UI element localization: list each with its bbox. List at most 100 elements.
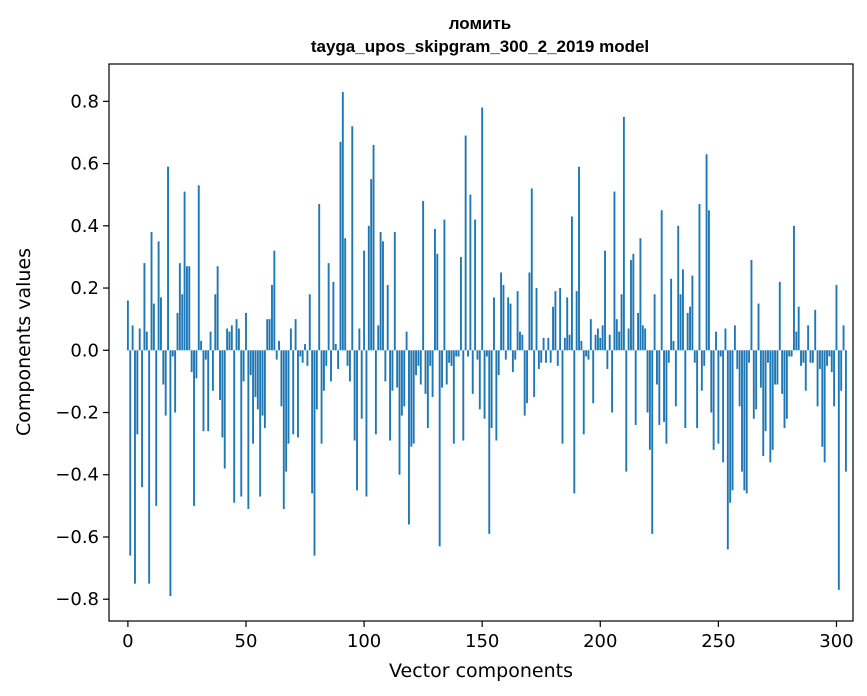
bar-234 (679, 294, 682, 351)
bar-244 (703, 350, 706, 366)
bar-7 (143, 263, 146, 351)
bar-85 (327, 263, 330, 351)
bar-98 (358, 328, 361, 351)
bar-261 (743, 350, 746, 491)
bar-50 (245, 312, 247, 351)
x-tick-label: 0 (122, 631, 133, 652)
bar-243 (700, 350, 703, 391)
bar-4 (136, 350, 139, 435)
bar-238 (689, 306, 691, 351)
bar-160 (504, 350, 507, 360)
bar-276 (778, 281, 781, 351)
bar-260 (741, 350, 743, 472)
bar-167 (521, 334, 524, 351)
x-tick-label: 50 (235, 631, 258, 652)
bar-189 (573, 350, 576, 494)
bar-107 (379, 232, 382, 351)
bar-47 (237, 328, 240, 351)
bar-102 (367, 225, 370, 351)
bar-142 (462, 350, 465, 441)
bar-295 (823, 350, 826, 463)
bar-78 (311, 350, 314, 494)
y-tick-label: 0.4 (70, 216, 99, 237)
bar-28 (193, 350, 195, 506)
bar-158 (500, 272, 503, 351)
bar-231 (672, 340, 675, 351)
bar-140 (457, 350, 460, 357)
bar-236 (684, 350, 687, 429)
bar-168 (523, 350, 526, 416)
bar-164 (514, 350, 517, 360)
bar-180 (552, 306, 554, 351)
bar-292 (816, 350, 819, 407)
bar-270 (764, 350, 767, 432)
bar-116 (400, 350, 403, 416)
bar-90 (339, 141, 342, 351)
bar-220 (646, 350, 649, 413)
bar-155 (493, 297, 495, 351)
bar-9 (148, 350, 151, 584)
bar-264 (750, 260, 753, 351)
bar-111 (389, 350, 392, 441)
bar-145 (469, 194, 472, 351)
bar-262 (745, 350, 748, 494)
bar-229 (667, 350, 670, 363)
bar-268 (759, 350, 762, 388)
bar-194 (585, 350, 588, 357)
bar-86 (330, 350, 332, 382)
bar-16 (164, 350, 167, 416)
bar-75 (304, 344, 306, 351)
bar-274 (774, 350, 776, 385)
bar-304 (844, 350, 847, 472)
bar-171 (530, 188, 533, 351)
chart-subtitle: tayga_upos_skipgram_300_2_2019 model (311, 37, 649, 56)
bar-56 (259, 350, 262, 497)
bar-187 (568, 334, 571, 351)
bar-176 (542, 337, 545, 351)
bar-293 (818, 350, 821, 369)
bar-215 (634, 350, 637, 425)
bar-129 (431, 350, 434, 397)
bar-182 (556, 350, 559, 366)
bar-141 (459, 256, 462, 351)
bar-100 (363, 250, 366, 351)
bar-193 (582, 350, 585, 435)
bar-38 (216, 266, 219, 351)
bar-204 (608, 334, 611, 351)
bar-54 (254, 350, 257, 397)
bar-10 (150, 232, 153, 351)
bar-119 (408, 350, 410, 525)
bar-166 (519, 331, 521, 351)
bar-192 (580, 340, 583, 351)
bar-214 (632, 253, 635, 351)
bar-253 (724, 328, 727, 351)
bar-39 (219, 350, 221, 401)
bar-226 (660, 210, 663, 351)
bar-99 (360, 350, 363, 419)
bar-267 (757, 303, 760, 351)
bar-222 (651, 350, 654, 534)
bar-199 (596, 328, 599, 351)
bar-280 (788, 350, 791, 357)
bar-227 (663, 350, 665, 422)
bar-37 (214, 294, 217, 351)
bar-132 (438, 350, 441, 547)
bar-1 (129, 350, 132, 556)
bar-72 (297, 350, 299, 438)
bar-288 (807, 325, 810, 351)
bar-207 (615, 319, 618, 351)
bar-221 (648, 350, 651, 450)
bar-254 (726, 350, 729, 550)
bar-6 (141, 350, 144, 488)
bar-173 (535, 288, 538, 351)
bar-45 (233, 350, 236, 503)
bar-25 (186, 266, 188, 351)
bar-251 (719, 350, 722, 357)
y-axis-ticks: −0.8 −0.6 −0.4 −0.2 0.0 0.2 0.4 0.6 0.8 (55, 91, 109, 610)
bar-213 (630, 260, 632, 351)
bar-277 (781, 350, 784, 394)
bar-252 (722, 350, 725, 463)
bar-29 (195, 350, 198, 379)
bar-106 (377, 325, 380, 351)
